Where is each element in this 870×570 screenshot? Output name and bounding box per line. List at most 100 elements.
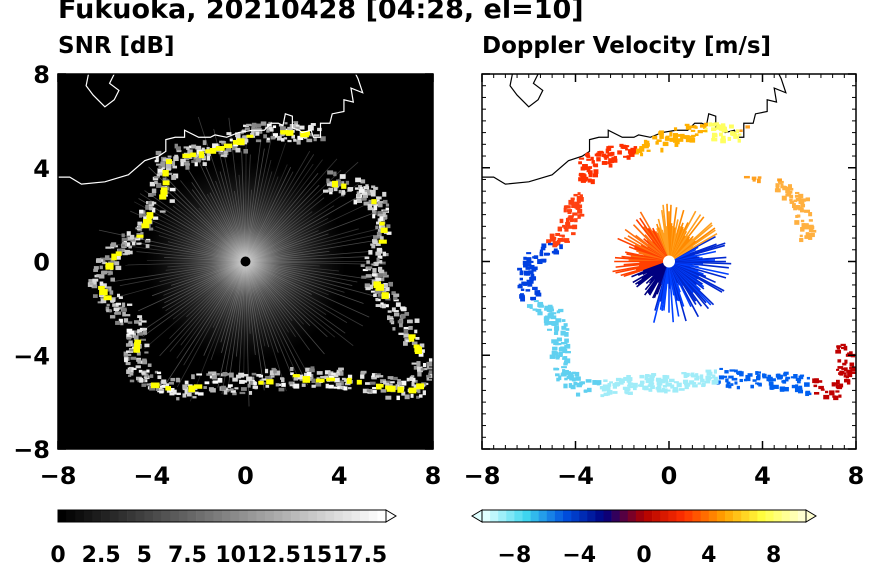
snr-echo-cell (106, 303, 110, 307)
snr-echo-cell (133, 335, 139, 341)
snr-echo-cell (154, 159, 159, 163)
snr-echo-cell (223, 153, 228, 158)
snr-echo-cell (371, 244, 376, 249)
snr-echo-cell (159, 210, 166, 213)
doppler-echo-cell (562, 224, 566, 228)
doppler-echo-cell (726, 381, 731, 385)
snr-echo-cell (360, 370, 367, 374)
snr-echo-cell (341, 191, 346, 195)
snr-echo-cell (354, 187, 361, 190)
snr-echo-cell (265, 375, 271, 381)
doppler-echo-cell (849, 366, 854, 370)
snr-echo-cell (115, 302, 122, 306)
doppler-echo-cell (841, 346, 846, 350)
snr-panel: −8−8 −4 −4 0 0 4 4 8 8 (13, 61, 441, 490)
snr-echo-cell (129, 349, 136, 352)
doppler-colorbar-segment (579, 510, 588, 522)
snr-echo-cell (360, 264, 365, 267)
snr-echo-cell (93, 266, 99, 270)
snr-colorbar-segment (308, 510, 318, 522)
snr-echo-cell (299, 378, 305, 382)
doppler-echo-cell (798, 375, 804, 380)
doppler-echo-cell (566, 209, 573, 213)
doppler-echo-cell (524, 281, 530, 286)
snr-echo-cell (308, 124, 313, 129)
snr-echo-cell (264, 368, 269, 374)
snr-echo-cell (406, 319, 413, 324)
doppler-echo-cell (684, 123, 690, 127)
snr-echo-cell (418, 394, 423, 398)
snr-echo-cell (184, 380, 189, 385)
snr-colorbar-segment (187, 510, 197, 522)
snr-echo-cell (328, 375, 335, 380)
doppler-echo-cell (648, 388, 653, 392)
snr-echo-cell (159, 384, 166, 388)
doppler-echo-cell (546, 309, 553, 312)
doppler-echo-cell (553, 248, 558, 253)
snr-colorbar-tick-label: 10 (215, 543, 246, 568)
doppler-echo-cell (673, 138, 678, 143)
doppler-echo-cell (805, 232, 809, 238)
radar-site-marker (663, 255, 675, 268)
doppler-echo-cell (736, 372, 741, 375)
snr-echo-cell (368, 199, 372, 205)
snr-echo-cell (361, 275, 367, 279)
snr-echo-cell (96, 274, 101, 277)
x-tick-label: −8 (40, 462, 77, 490)
snr-echo-cell (426, 374, 432, 378)
snr-echo-cell (174, 154, 179, 159)
snr-echo-cell (192, 396, 197, 399)
doppler-echo-cell (591, 160, 595, 164)
snr-echo-cell (313, 134, 320, 137)
snr-colorbar-segment (178, 510, 188, 522)
doppler-echo-cell (553, 367, 560, 371)
snr-echo-cell (370, 192, 376, 197)
doppler-echo-cell (558, 238, 565, 242)
y-tick-label: −8 (13, 436, 50, 464)
doppler-echo-cell (690, 129, 696, 132)
snr-echo-cell (152, 201, 157, 205)
doppler-echo-cell (582, 164, 588, 167)
snr-echo-cell (306, 372, 312, 377)
snr-strong-echo-cell (190, 152, 197, 158)
snr-echo-cell (251, 372, 257, 376)
snr-echo-cell (239, 379, 245, 384)
snr-echo-cell (278, 387, 285, 392)
doppler-colorbar-segment (676, 510, 685, 522)
snr-colorbar-segment (351, 510, 361, 522)
doppler-echo-cell (593, 169, 599, 174)
doppler-echo-cell (734, 135, 740, 139)
snr-echo-cell (223, 150, 228, 154)
doppler-echo-cell (804, 382, 810, 387)
snr-echo-cell (366, 260, 370, 264)
doppler-echo-cell (800, 227, 805, 232)
snr-echo-cell (225, 149, 232, 152)
doppler-echo-cell (578, 173, 583, 177)
snr-echo-cell (411, 341, 418, 346)
snr-echo-cell (315, 382, 322, 387)
snr-echo-cell (144, 343, 150, 348)
snr-colorbar-segment (58, 510, 67, 522)
doppler-colorbar-segment (708, 510, 718, 522)
snr-echo-cell (364, 283, 370, 289)
snr-echo-cell (381, 271, 388, 277)
snr-echo-cell (391, 307, 396, 312)
snr-echo-cell (104, 255, 110, 260)
doppler-colorbar-tick-label: 0 (636, 543, 651, 568)
snr-echo-cell (225, 373, 232, 376)
doppler-echo-cell (780, 185, 785, 189)
snr-echo-cell (244, 139, 249, 143)
snr-echo-cell (287, 126, 293, 132)
doppler-echo-cell (523, 263, 528, 268)
radar-site-marker (240, 256, 251, 267)
snr-echo-cell (358, 188, 365, 193)
snr-echo-cell (114, 245, 118, 248)
snr-echo-cell (386, 224, 391, 229)
doppler-echo-cell (730, 383, 734, 386)
snr-echo-cell (195, 145, 202, 150)
snr-echo-cell (288, 381, 294, 385)
snr-echo-cell (130, 237, 137, 243)
snr-echo-cell (143, 376, 147, 379)
snr-echo-cell (270, 136, 275, 140)
doppler-echo-cell (553, 331, 559, 335)
